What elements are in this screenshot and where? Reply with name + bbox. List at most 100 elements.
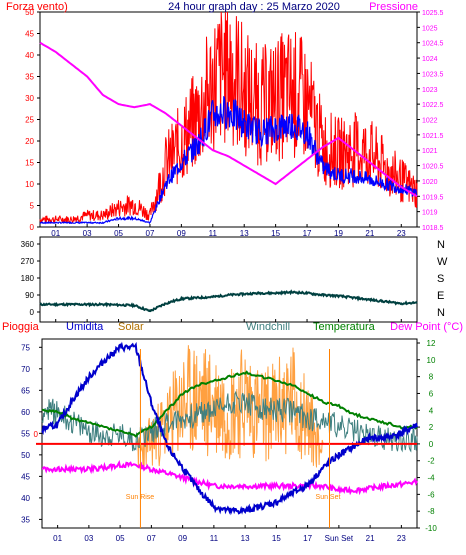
temperature-tick-label: 6 [429, 389, 434, 398]
compass-label: E [437, 290, 444, 302]
wind-average-line [39, 95, 418, 225]
rain-zero-tick: 0 [34, 430, 39, 439]
top-x-tick-label: 21 [365, 229, 374, 238]
temperature-tick-label: 0 [429, 440, 434, 449]
temperature-tick-label: -4 [427, 474, 435, 483]
top-left-tick-label: 45 [25, 30, 34, 39]
temperature-label: Temperatura [313, 321, 376, 333]
top-left-tick-label: 0 [30, 223, 35, 232]
top-x-tick-label: 07 [146, 229, 155, 238]
top-x-tick-label: 19 [334, 229, 343, 238]
pressure-label: Pressione [369, 1, 418, 13]
top-right-tick-label: 1019 [422, 210, 438, 217]
top-x-tick-label: 03 [83, 229, 92, 238]
top-right-tick-label: 1020.5 [422, 164, 444, 171]
temperature-tick-label: 8 [429, 373, 434, 382]
top-left-tick-label: 30 [25, 94, 34, 103]
top-x-tick-label: 11 [209, 229, 218, 238]
bottom-x-tick-label: 21 [366, 534, 375, 543]
direction-tick-label: 360 [21, 240, 35, 249]
direction-left-ticks: 360 270 180 90 0 [21, 240, 40, 317]
compass-label: N [437, 307, 445, 319]
top-left-tick-label: 5 [30, 202, 35, 211]
bottom-x-tick-label: 23 [397, 534, 406, 543]
top-left-tick-label: 40 [25, 51, 34, 60]
top-right-tick-label: 1022.5 [422, 102, 444, 109]
compass-label: S [437, 273, 444, 285]
temperature-tick-label: -10 [425, 524, 437, 533]
top-left-tick-label: 20 [25, 137, 34, 146]
top-chart-title: 24 hour graph day : 25 Marzo 2020 [168, 1, 340, 13]
temperature-tick-label: -8 [427, 507, 435, 516]
direction-tick-label: 0 [30, 308, 35, 317]
direction-tick-label: 180 [21, 274, 35, 283]
windchill-label: Windchill [246, 321, 290, 333]
temperature-tick-label: 4 [429, 406, 434, 415]
compass-label: N [437, 239, 445, 251]
humidity-tick-label: 65 [21, 386, 30, 395]
humidity-label: Umidita [66, 321, 104, 333]
bottom-x-tick-label: 03 [84, 534, 93, 543]
top-x-tick-label: 13 [240, 229, 249, 238]
bottom-x-ticks: 01 03 05 07 09 11 13 15 17 Sun Set 21 23 [53, 525, 406, 543]
top-right-tick-label: 1025 [422, 25, 438, 32]
top-left-tick-label: 25 [25, 116, 34, 125]
rain-label: Pioggia [2, 321, 40, 333]
humidity-tick-label: 60 [21, 408, 30, 417]
humidity-ticks: 75 70 65 60 55 50 45 40 35 [21, 343, 42, 524]
top-right-tick-label: 1021 [422, 148, 438, 155]
temperature-tick-label: -2 [427, 457, 435, 466]
temperature-tick-label: 2 [429, 423, 434, 432]
wind-gust-line [39, 11, 418, 225]
top-left-tick-label: 35 [25, 73, 34, 82]
bottom-x-tick-label: 15 [272, 534, 281, 543]
humidity-tick-label: 35 [21, 515, 30, 524]
wind-force-label: Forza vento) [6, 1, 68, 13]
humidity-tick-label: 75 [21, 343, 30, 352]
top-right-tick-label: 1024 [422, 56, 438, 63]
humidity-tick-label: 45 [21, 472, 30, 481]
top-x-tick-label: 23 [397, 229, 406, 238]
top-left-tick-label: 10 [25, 180, 34, 189]
bottom-x-tick-label: 11 [210, 534, 219, 543]
top-right-tick-label: 1023.5 [422, 71, 444, 78]
top-series [39, 11, 418, 225]
top-right-tick-label: 1023 [422, 87, 438, 94]
bottom-x-tick-label: 01 [53, 534, 62, 543]
pressure-line [39, 41, 418, 198]
bottom-x-tick-label: 13 [241, 534, 250, 543]
humidity-tick-label: 55 [21, 429, 30, 438]
temperature-tick-label: 12 [427, 339, 436, 348]
direction-x-ticks [55, 319, 402, 322]
windchill-line [41, 390, 418, 453]
sun-set-label: Sun Set [316, 494, 341, 501]
top-x-tick-label: 01 [51, 229, 60, 238]
top-right-tick-label: 1018.5 [422, 225, 444, 232]
temperature-ticks: 12 10 8 6 4 2 0 -2 -4 -6 -8 -10 [417, 339, 437, 533]
direction-chart-frame [39, 236, 418, 323]
dewpoint-line [42, 459, 418, 496]
top-left-tick-label: 50 [25, 8, 34, 17]
bottom-x-tick-label: 09 [178, 534, 187, 543]
top-x-tick-label: 15 [271, 229, 280, 238]
top-right-tick-label: 1021.5 [422, 133, 444, 140]
direction-tick-label: 90 [25, 291, 34, 300]
top-right-ticks: 1025.5 1025 1024.5 1024 1023.5 1023 1022.5 1022… [417, 10, 444, 232]
top-x-tick-label: 05 [114, 229, 123, 238]
bottom-x-tick-label: 05 [116, 534, 125, 543]
top-right-tick-label: 1020 [422, 179, 438, 186]
top-x-tick-label: 17 [303, 229, 312, 238]
top-right-tick-label: 1022 [422, 118, 438, 125]
temperature-tick-label: 10 [427, 356, 436, 365]
sun-rise-label: Sun Rise [126, 494, 155, 501]
direction-series [39, 289, 418, 313]
humidity-tick-label: 50 [21, 451, 30, 460]
top-x-ticks: 01 03 05 07 09 11 13 15 17 19 21 23 [51, 224, 406, 238]
top-right-tick-label: 1019.5 [422, 194, 444, 201]
bottom-series [36, 341, 418, 528]
humidity-tick-label: 40 [21, 494, 30, 503]
